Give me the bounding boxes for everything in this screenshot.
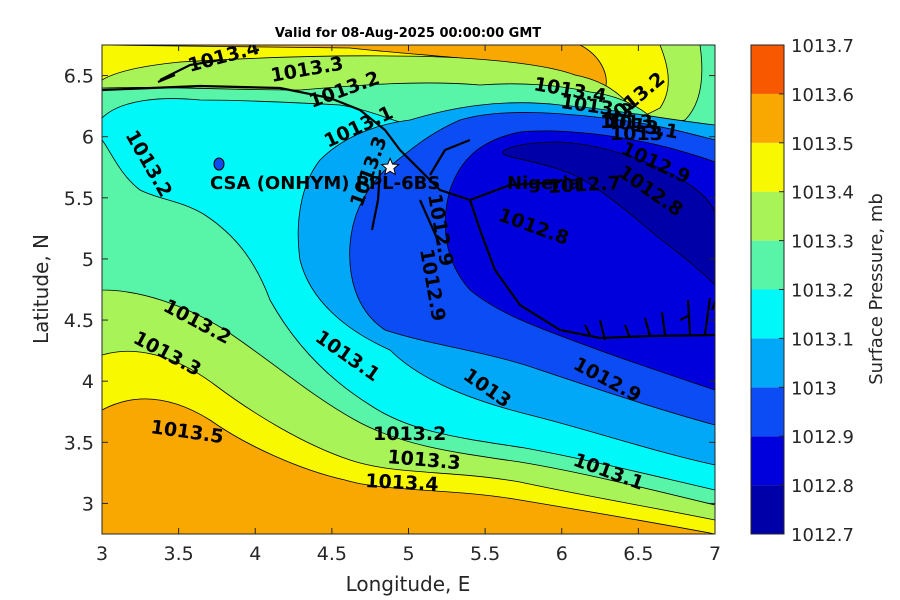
chart-title: Valid for 08-Aug-2025 00:00:00 GMT — [275, 26, 541, 41]
colorbar-swatch — [751, 93, 784, 143]
y-tick-label: 5.5 — [64, 188, 94, 210]
contour-label: 1013 — [600, 111, 653, 133]
band-1012.7 — [502, 141, 715, 286]
contour-label: 1013 — [610, 123, 663, 145]
colorbar-swatch — [751, 240, 784, 290]
y-tick-label: 5 — [82, 249, 94, 271]
x-tick-label: 6 — [556, 543, 568, 565]
colorbar: 1012.7 1012.8 1012.9 1013 1013.1 1013.2 1013.3… — [750, 36, 854, 546]
colorbar-swatch — [751, 485, 784, 534]
x-tick-label: 4 — [249, 543, 261, 565]
plot-area: 1013.4 1013.3 1013.2 1013.1 1013.2 1013.… — [102, 45, 715, 534]
contour-label: 1012.7 — [547, 172, 621, 198]
y-axis-label: Latitude, N — [29, 234, 53, 344]
colorbar-tick-label: 1012.9 — [791, 427, 854, 448]
colorbar-swatch — [751, 436, 784, 486]
contour-label: 1013.2 — [373, 423, 446, 445]
x-tick-label: 5.5 — [470, 543, 500, 565]
x-tick-label: 3 — [96, 543, 108, 565]
x-axis: 3 3.5 4 4.5 5 5.5 6 6.5 7 — [96, 45, 721, 565]
x-tick-label: 5 — [402, 543, 414, 565]
colorbar-tick-label: 1013.4 — [791, 183, 854, 204]
colorbar-tick-label: 1012.8 — [791, 476, 854, 497]
colorbar-swatch — [751, 289, 784, 339]
colorbar-label: Surface Pressure, mb — [866, 193, 887, 385]
colorbar-swatch — [751, 142, 784, 192]
colorbar-tick-label: 1012.7 — [791, 525, 854, 546]
y-tick-label: 6.5 — [64, 66, 94, 88]
y-tick-label: 4 — [82, 371, 94, 393]
place-label-nigeria: Nigeria — [507, 173, 581, 194]
station-star-icon — [380, 156, 400, 176]
x-tick-label: 4.5 — [317, 543, 347, 565]
contour-label: 1013.4 — [365, 470, 439, 496]
colorbar-tick-label: 1013.7 — [791, 36, 854, 57]
x-tick-label: 6.5 — [623, 543, 653, 565]
colorbar-tick-label: 1013.5 — [791, 134, 854, 155]
colorbar-swatch — [751, 45, 784, 94]
coastline — [102, 58, 715, 341]
x-axis-label: Longitude, E — [346, 572, 471, 596]
y-tick-label: 3.5 — [64, 432, 94, 454]
x-tick-label: 3.5 — [164, 543, 194, 565]
x-tick-label: 7 — [709, 543, 721, 565]
island-marker — [213, 157, 225, 171]
colorbar-swatch — [751, 191, 784, 241]
colorbar-tick-label: 1013.3 — [791, 232, 854, 253]
colorbar-tick-label: 1013 — [791, 378, 837, 399]
station-label: CSA (ONHYM) PPL-6BS — [210, 173, 440, 194]
colorbar-tick-label: 1013.1 — [791, 329, 854, 350]
colorbar-swatch — [751, 338, 784, 388]
y-tick-label: 3 — [82, 493, 94, 515]
colorbar-swatch — [751, 387, 784, 437]
colorbar-tick-label: 1013.2 — [791, 281, 854, 302]
y-axis: 3 3.5 4 4.5 5 5.5 6 6.5 — [64, 66, 715, 515]
y-tick-label: 4.5 — [64, 310, 94, 332]
y-tick-label: 6 — [82, 127, 94, 149]
colorbar-tick-label: 1013.6 — [791, 85, 854, 106]
